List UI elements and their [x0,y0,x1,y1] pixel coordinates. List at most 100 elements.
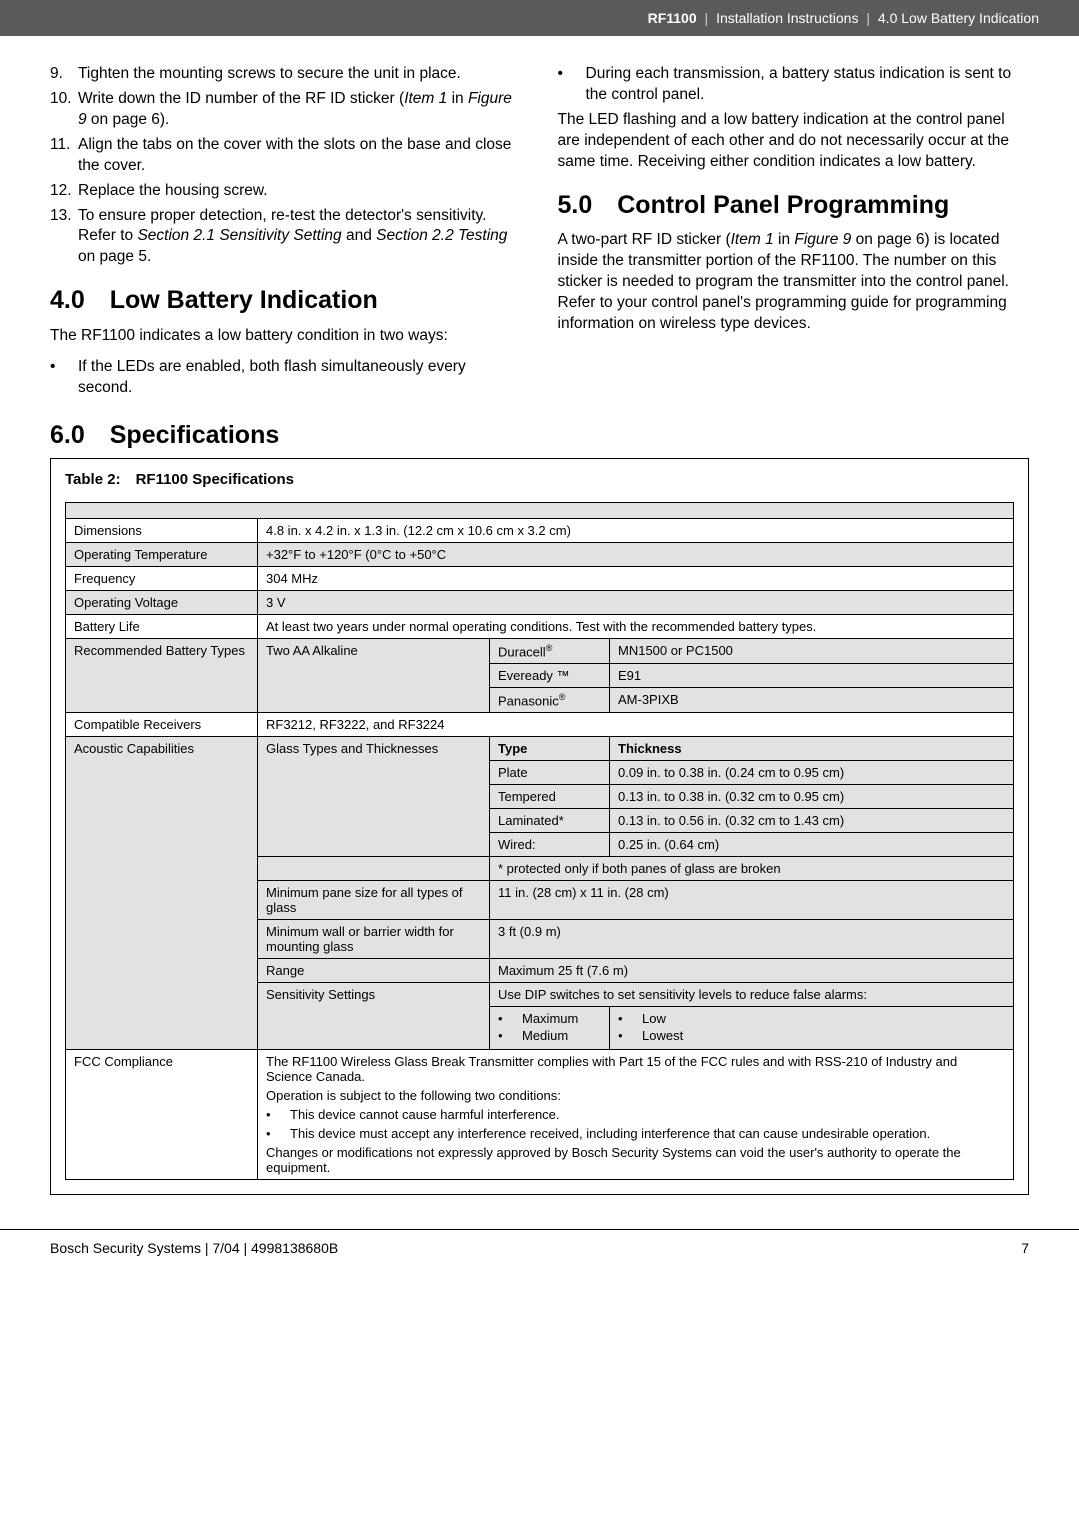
option-text: Medium [522,1028,568,1043]
spec-value: Eveready ™ [490,664,610,688]
bullet-text: During each transmission, a battery stat… [586,64,1030,106]
spec-table: Dimensions 4.8 in. x 4.2 in. x 1.3 in. (… [65,502,1014,1181]
step-number: 12. [50,181,78,202]
spec-value: The RF1100 Wireless Glass Break Transmit… [258,1050,1014,1180]
spec-value: +32°F to +120°F (0°C to +50°C [258,542,1014,566]
spacer-row [66,502,1014,518]
two-column-body: 9.Tighten the mounting screws to secure … [50,64,1029,403]
install-steps-list: 9.Tighten the mounting screws to secure … [50,64,522,268]
content: 9.Tighten the mounting screws to secure … [0,36,1079,1205]
spec-value: •Maximum •Medium [490,1007,610,1050]
step-number: 11. [50,135,78,177]
spec-label: Operating Temperature [66,542,258,566]
spec-value: RF3212, RF3222, and RF3224 [258,713,1014,737]
bullet-icon: • [558,64,586,106]
spec-table-container: Table 2: RF1100 Specifications Dimension… [50,458,1029,1196]
list-item: 10.Write down the ID number of the RF ID… [50,89,522,131]
fcc-text: Changes or modifications not expressly a… [266,1145,1005,1175]
list-item: 11.Align the tabs on the cover with the … [50,135,522,177]
bullet-icon: • [618,1028,642,1043]
spec-label: Battery Life [66,614,258,638]
spec-sublabel: Sensitivity Settings [258,983,490,1050]
spec-value: 4.8 in. x 4.2 in. x 1.3 in. (12.2 cm x 1… [258,518,1014,542]
sec4-para: The LED flashing and a low battery indic… [558,110,1030,173]
spec-value: Maximum 25 ft (7.6 m) [490,959,1014,983]
table-row: Operating Voltage 3 V [66,590,1014,614]
header-section: 4.0 Low Battery Indication [878,10,1039,26]
step-number: 9. [50,64,78,85]
option-text: Low [642,1011,666,1026]
step-text: Write down the ID number of the RF ID st… [78,89,522,131]
bullet-icon: • [498,1011,522,1026]
spec-value: Duracell® [490,638,610,663]
table-row: Dimensions 4.8 in. x 4.2 in. x 1.3 in. (… [66,518,1014,542]
bullet-icon: • [266,1107,290,1122]
bullet-icon: • [266,1126,290,1141]
spec-value: 0.13 in. to 0.38 in. (0.32 cm to 0.95 cm… [610,785,1014,809]
header-doc: Installation Instructions [716,10,858,26]
header-band: RF1100 | Installation Instructions | 4.0… [0,0,1079,36]
spec-value: 0.13 in. to 0.56 in. (0.32 cm to 1.43 cm… [610,809,1014,833]
bullet-icon: • [498,1028,522,1043]
footer-page-number: 7 [1021,1240,1029,1256]
fcc-bullet-text: This device cannot cause harmful interfe… [290,1107,1005,1122]
fcc-text: Operation is subject to the following tw… [266,1088,1005,1103]
list-item: •Maximum [498,1011,601,1026]
step-text: To ensure proper detection, re-test the … [78,206,522,269]
spec-value: 0.25 in. (0.64 cm) [610,833,1014,857]
header-product: RF1100 [648,10,697,26]
spec-sublabel: Minimum pane size for all types of glass [258,881,490,920]
spec-value: Use DIP switches to set sensitivity leve… [490,983,1014,1007]
list-item: • If the LEDs are enabled, both flash si… [50,357,522,399]
table-row [66,502,1014,518]
spec-value: Laminated* [490,809,610,833]
list-item: •This device cannot cause harmful interf… [266,1107,1005,1122]
spec-value: * protected only if both panes of glass … [490,857,1014,881]
header-sep-2: | [866,10,874,26]
list-item: •Medium [498,1028,601,1043]
sec4-bullets-cont: • During each transmission, a battery st… [558,64,1030,106]
spec-value: E91 [610,664,1014,688]
sec4-bullets: • If the LEDs are enabled, both flash si… [50,357,522,399]
fcc-text: The RF1100 Wireless Glass Break Transmit… [266,1054,1005,1084]
step-number: 13. [50,206,78,269]
list-item: •Low [618,1011,1005,1026]
sec4-intro: The RF1100 indicates a low battery condi… [50,326,522,347]
table-row: Compatible Receivers RF3212, RF3222, and… [66,713,1014,737]
header-sep-1: | [705,10,713,26]
bullet-icon: • [618,1011,642,1026]
section-6-heading: 6.0 Specifications [50,421,1029,450]
spec-value: 304 MHz [258,566,1014,590]
fcc-bullet-text: This device must accept any interference… [290,1126,1005,1141]
spec-value [258,857,490,881]
fcc-conditions: •This device cannot cause harmful interf… [266,1107,1005,1141]
spec-value: AM-3PIXB [610,688,1014,713]
step-text: Tighten the mounting screws to secure th… [78,64,522,85]
step-text: Align the tabs on the cover with the slo… [78,135,522,177]
list-item: 9.Tighten the mounting screws to secure … [50,64,522,85]
spec-table-title: Table 2: RF1100 Specifications [65,471,1014,488]
spec-value: Tempered [490,785,610,809]
list-item: 12.Replace the housing screw. [50,181,522,202]
spec-value: Wired: [490,833,610,857]
step-number: 10. [50,89,78,131]
spec-label: FCC Compliance [66,1050,258,1180]
spec-value: Plate [490,761,610,785]
spec-value: •Low •Lowest [610,1007,1014,1050]
table-header: Type [490,737,610,761]
option-text: Lowest [642,1028,683,1043]
sensitivity-options: •Low •Lowest [618,1011,1005,1043]
section-5-heading: 5.0 Control Panel Programming [558,189,1030,223]
footer-left: Bosch Security Systems | 7/04 | 49981386… [50,1240,338,1256]
spec-sublabel: Two AA Alkaline [258,638,490,713]
spec-value: At least two years under normal operatin… [258,614,1014,638]
list-item: •Lowest [618,1028,1005,1043]
table-row: FCC Compliance The RF1100 Wireless Glass… [66,1050,1014,1180]
table-row: Operating Temperature +32°F to +120°F (0… [66,542,1014,566]
table-row: Acoustic Capabilities Glass Types and Th… [66,737,1014,761]
spec-sublabel: Range [258,959,490,983]
table-row: Battery Life At least two years under no… [66,614,1014,638]
spec-value: 11 in. (28 cm) x 11 in. (28 cm) [490,881,1014,920]
option-text: Maximum [522,1011,578,1026]
spec-label: Operating Voltage [66,590,258,614]
